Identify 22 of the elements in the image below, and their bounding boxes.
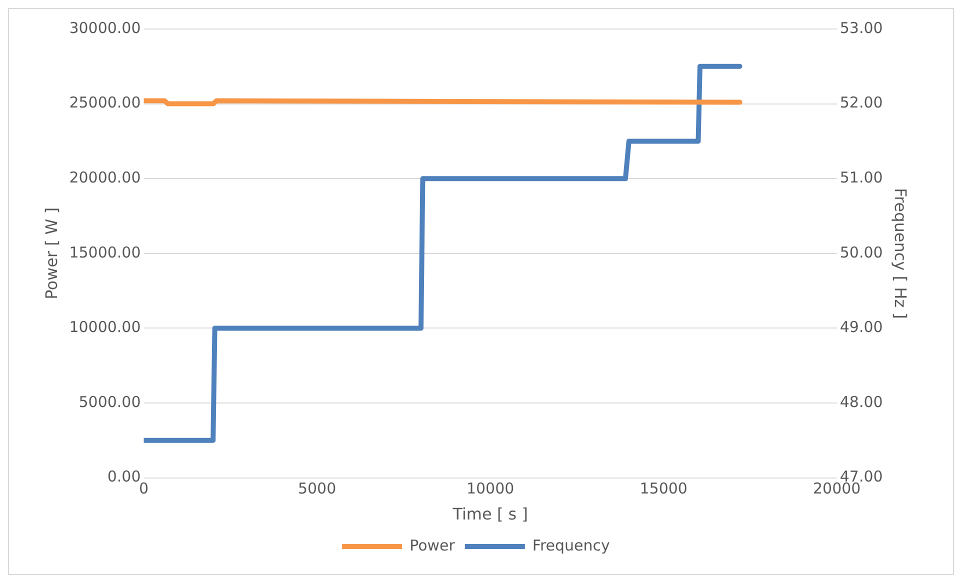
legend-label: Power [410,536,456,554]
y2-tick-label: 50.00 [840,243,883,262]
y2-tick-label: 53.00 [840,18,883,37]
y-tick-label: 15000.00 [69,243,141,262]
x-tick-label: 15000 [640,480,688,498]
y2-tick-label: 49.00 [840,318,883,336]
y2-tick-label: 52.00 [840,94,883,112]
y-tick-label: 10000.00 [69,318,141,336]
y2-axis-title: Frequency [ Hz ] [891,188,910,319]
y-tick-label: 25000.00 [69,94,141,112]
y-tick-label: 0.00 [107,468,141,486]
y2-tick-label: 48.00 [840,392,883,411]
x-tick-label: 10000 [466,480,514,498]
y2-tick-label: 51.00 [840,168,883,186]
x-axis-title: Time [ s ] [452,504,528,524]
y-axis-title: Power [ W ] [42,207,61,300]
y-tick-label: 30000.00 [69,18,141,37]
y-tick-label: 5000.00 [78,392,141,411]
x-tick-label: 0 [139,480,149,498]
x-tick-label: 5000 [298,480,336,498]
y-tick-label: 20000.00 [69,168,141,186]
legend-label: Frequency [532,536,610,554]
